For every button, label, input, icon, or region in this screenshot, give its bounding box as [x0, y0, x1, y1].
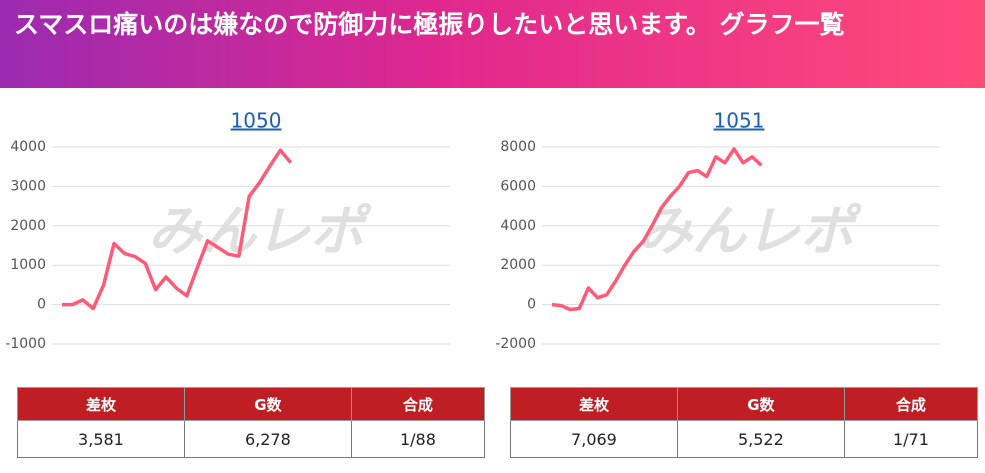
stats-table: 差枚 G数 合成 7,069 5,522 1/71	[510, 387, 979, 458]
stats-table: 差枚 G数 合成 3,581 6,278 1/88	[17, 387, 486, 458]
header-row: 差枚 G数 合成	[510, 387, 979, 421]
y-tick-label: 0	[37, 297, 46, 313]
y-tick-label: 2000	[10, 218, 46, 234]
data-row: 3,581 6,278 1/88	[17, 420, 486, 458]
column-header: 合成	[350, 387, 486, 421]
column-header: 差枚	[17, 387, 185, 421]
y-tick-label: 3000	[10, 178, 46, 194]
column-header: G数	[183, 387, 352, 421]
cell: 7,069	[510, 420, 678, 458]
column-header: G数	[676, 387, 845, 421]
data-row: 7,069 5,522 1/71	[510, 420, 979, 458]
y-tick-label: 1000	[10, 257, 46, 273]
cell: 5,522	[676, 420, 845, 458]
y-tick-label: 4000	[500, 218, 536, 234]
y-tick-label: -1000	[5, 336, 46, 352]
y-tick-label: 6000	[500, 178, 536, 194]
cell: 1/88	[350, 420, 486, 458]
line-series	[551, 147, 763, 312]
chart: 1050 -1000 0 1000 2000 3000 4000 みんレポ	[5, 109, 450, 352]
page-title: スマスロ痛いのは嫌なので防御力に極振りしたいと思います。 グラフ一覧	[0, 0, 985, 88]
watermark: みんレポ	[638, 200, 862, 263]
column-header: 差枚	[510, 387, 678, 421]
cell: 1/71	[843, 420, 979, 458]
chart-title[interactable]: 1051	[714, 109, 765, 133]
chart: 1051 -2000 0 2000 4000 6000 8000 みんレポ	[495, 109, 940, 352]
y-tick-label: 8000	[500, 139, 536, 155]
column-header: 合成	[843, 387, 979, 421]
watermark: みんレポ	[148, 200, 372, 263]
cell: 3,581	[17, 420, 185, 458]
cell: 6,278	[183, 420, 352, 458]
y-tick-label: -2000	[495, 336, 536, 352]
line-series	[62, 148, 293, 311]
header-row: 差枚 G数 合成	[17, 387, 486, 421]
chart-title[interactable]: 1050	[231, 109, 282, 133]
y-tick-label: 2000	[500, 257, 536, 273]
y-tick-label: 4000	[10, 139, 46, 155]
y-tick-label: 0	[527, 297, 536, 313]
